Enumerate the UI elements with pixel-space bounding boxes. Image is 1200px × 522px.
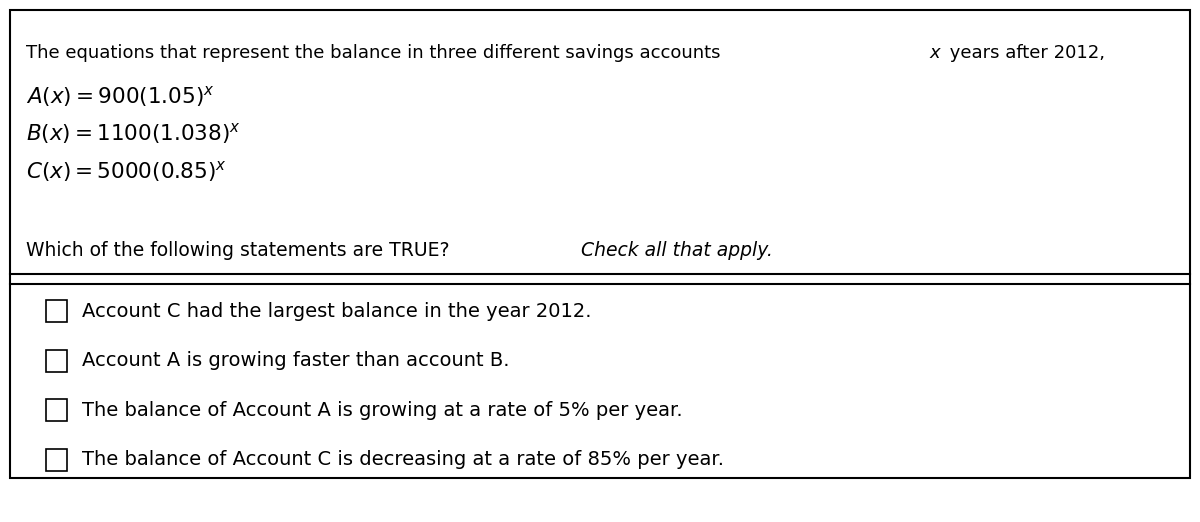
Bar — [46, 399, 67, 421]
Text: $C(x) = 5000(0.85)^x$: $C(x) = 5000(0.85)^x$ — [26, 159, 227, 184]
Bar — [46, 350, 67, 372]
Text: Which of the following statements are TRUE?: Which of the following statements are TR… — [26, 241, 456, 260]
Bar — [46, 300, 67, 322]
Text: Account A is growing faster than account B.: Account A is growing faster than account… — [82, 351, 509, 370]
Text: Account C had the largest balance in the year 2012.: Account C had the largest balance in the… — [82, 302, 592, 321]
Text: Check all that apply.: Check all that apply. — [581, 241, 773, 260]
Text: x: x — [930, 44, 941, 62]
Bar — [10, 10, 1190, 478]
Text: $A(x) = 900(1.05)^x$: $A(x) = 900(1.05)^x$ — [26, 84, 215, 109]
Text: The equations that represent the balance in three different savings accounts: The equations that represent the balance… — [26, 44, 727, 62]
Text: $B(x) = 1100(1.038)^x$: $B(x) = 1100(1.038)^x$ — [26, 121, 241, 146]
Text: The balance of Account C is decreasing at a rate of 85% per year.: The balance of Account C is decreasing a… — [82, 450, 724, 469]
Text: years after 2012,: years after 2012, — [943, 44, 1105, 62]
Bar — [46, 449, 67, 471]
Text: The balance of Account A is growing at a rate of 5% per year.: The balance of Account A is growing at a… — [82, 401, 683, 420]
